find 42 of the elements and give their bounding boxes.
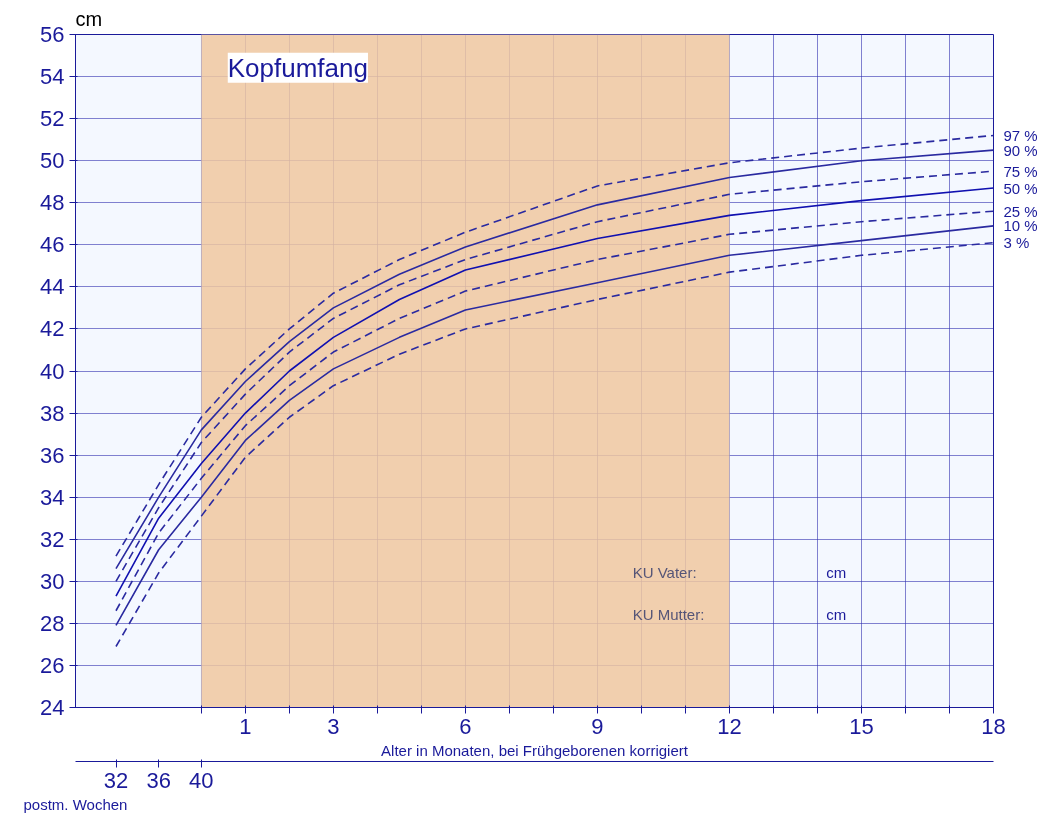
annotation: KU Vater: bbox=[632, 564, 697, 582]
y-tick-label: 26 bbox=[40, 652, 65, 678]
x-tick-label: 12 bbox=[717, 713, 742, 739]
x2-axis-title: postm. Wochen bbox=[23, 795, 128, 813]
annotation: cm bbox=[826, 564, 847, 582]
series-label: 97 % bbox=[1003, 126, 1038, 144]
y-tick-label: 36 bbox=[40, 442, 65, 468]
y-tick-label: 32 bbox=[40, 526, 65, 552]
y-tick-label: 34 bbox=[40, 484, 65, 510]
x-tick-label: 3 bbox=[327, 713, 340, 739]
y-tick-label: 52 bbox=[40, 106, 65, 132]
annotation: KU Mutter: bbox=[632, 606, 705, 624]
x2-tick-label: 36 bbox=[146, 767, 171, 793]
y-tick-label: 28 bbox=[40, 610, 65, 636]
annotation: cm bbox=[826, 606, 847, 624]
y-axis-title: cm bbox=[75, 7, 103, 30]
y-tick-label: 56 bbox=[40, 22, 65, 47]
x-axis-title: Alter in Monaten, bei Frühgeborenen korrigiert bbox=[381, 741, 689, 759]
x-tick-label: 18 bbox=[981, 713, 1006, 739]
y-tick-label: 42 bbox=[40, 316, 65, 342]
x-tick-label: 1 bbox=[239, 713, 252, 739]
y-tick-label: 24 bbox=[40, 695, 65, 720]
y-tick-label: 46 bbox=[40, 232, 65, 258]
y-tick-label: 40 bbox=[40, 358, 65, 384]
series-label: 75 % bbox=[1003, 162, 1038, 180]
series-label: 50 % bbox=[1003, 179, 1038, 197]
series-label: 90 % bbox=[1003, 141, 1038, 159]
series-label: 10 % bbox=[1003, 217, 1038, 235]
series-label: 3 % bbox=[1003, 234, 1030, 252]
text: Kopfumfang bbox=[227, 52, 368, 83]
y-tick-label: 48 bbox=[40, 190, 65, 216]
x-tick-label: 6 bbox=[459, 713, 472, 739]
y-tick-label: 30 bbox=[40, 568, 65, 594]
y-tick-label: 54 bbox=[40, 64, 65, 90]
x-tick-label: 9 bbox=[591, 713, 604, 739]
series-label: 25 % bbox=[1003, 202, 1038, 220]
x-tick-label: 15 bbox=[849, 713, 874, 739]
x2-tick-label: 32 bbox=[103, 767, 129, 793]
y-tick-label: 44 bbox=[40, 274, 65, 300]
y-tick-label: 50 bbox=[40, 148, 65, 174]
y-tick-label: 38 bbox=[40, 400, 65, 426]
x2-tick-label: 40 bbox=[189, 767, 214, 793]
